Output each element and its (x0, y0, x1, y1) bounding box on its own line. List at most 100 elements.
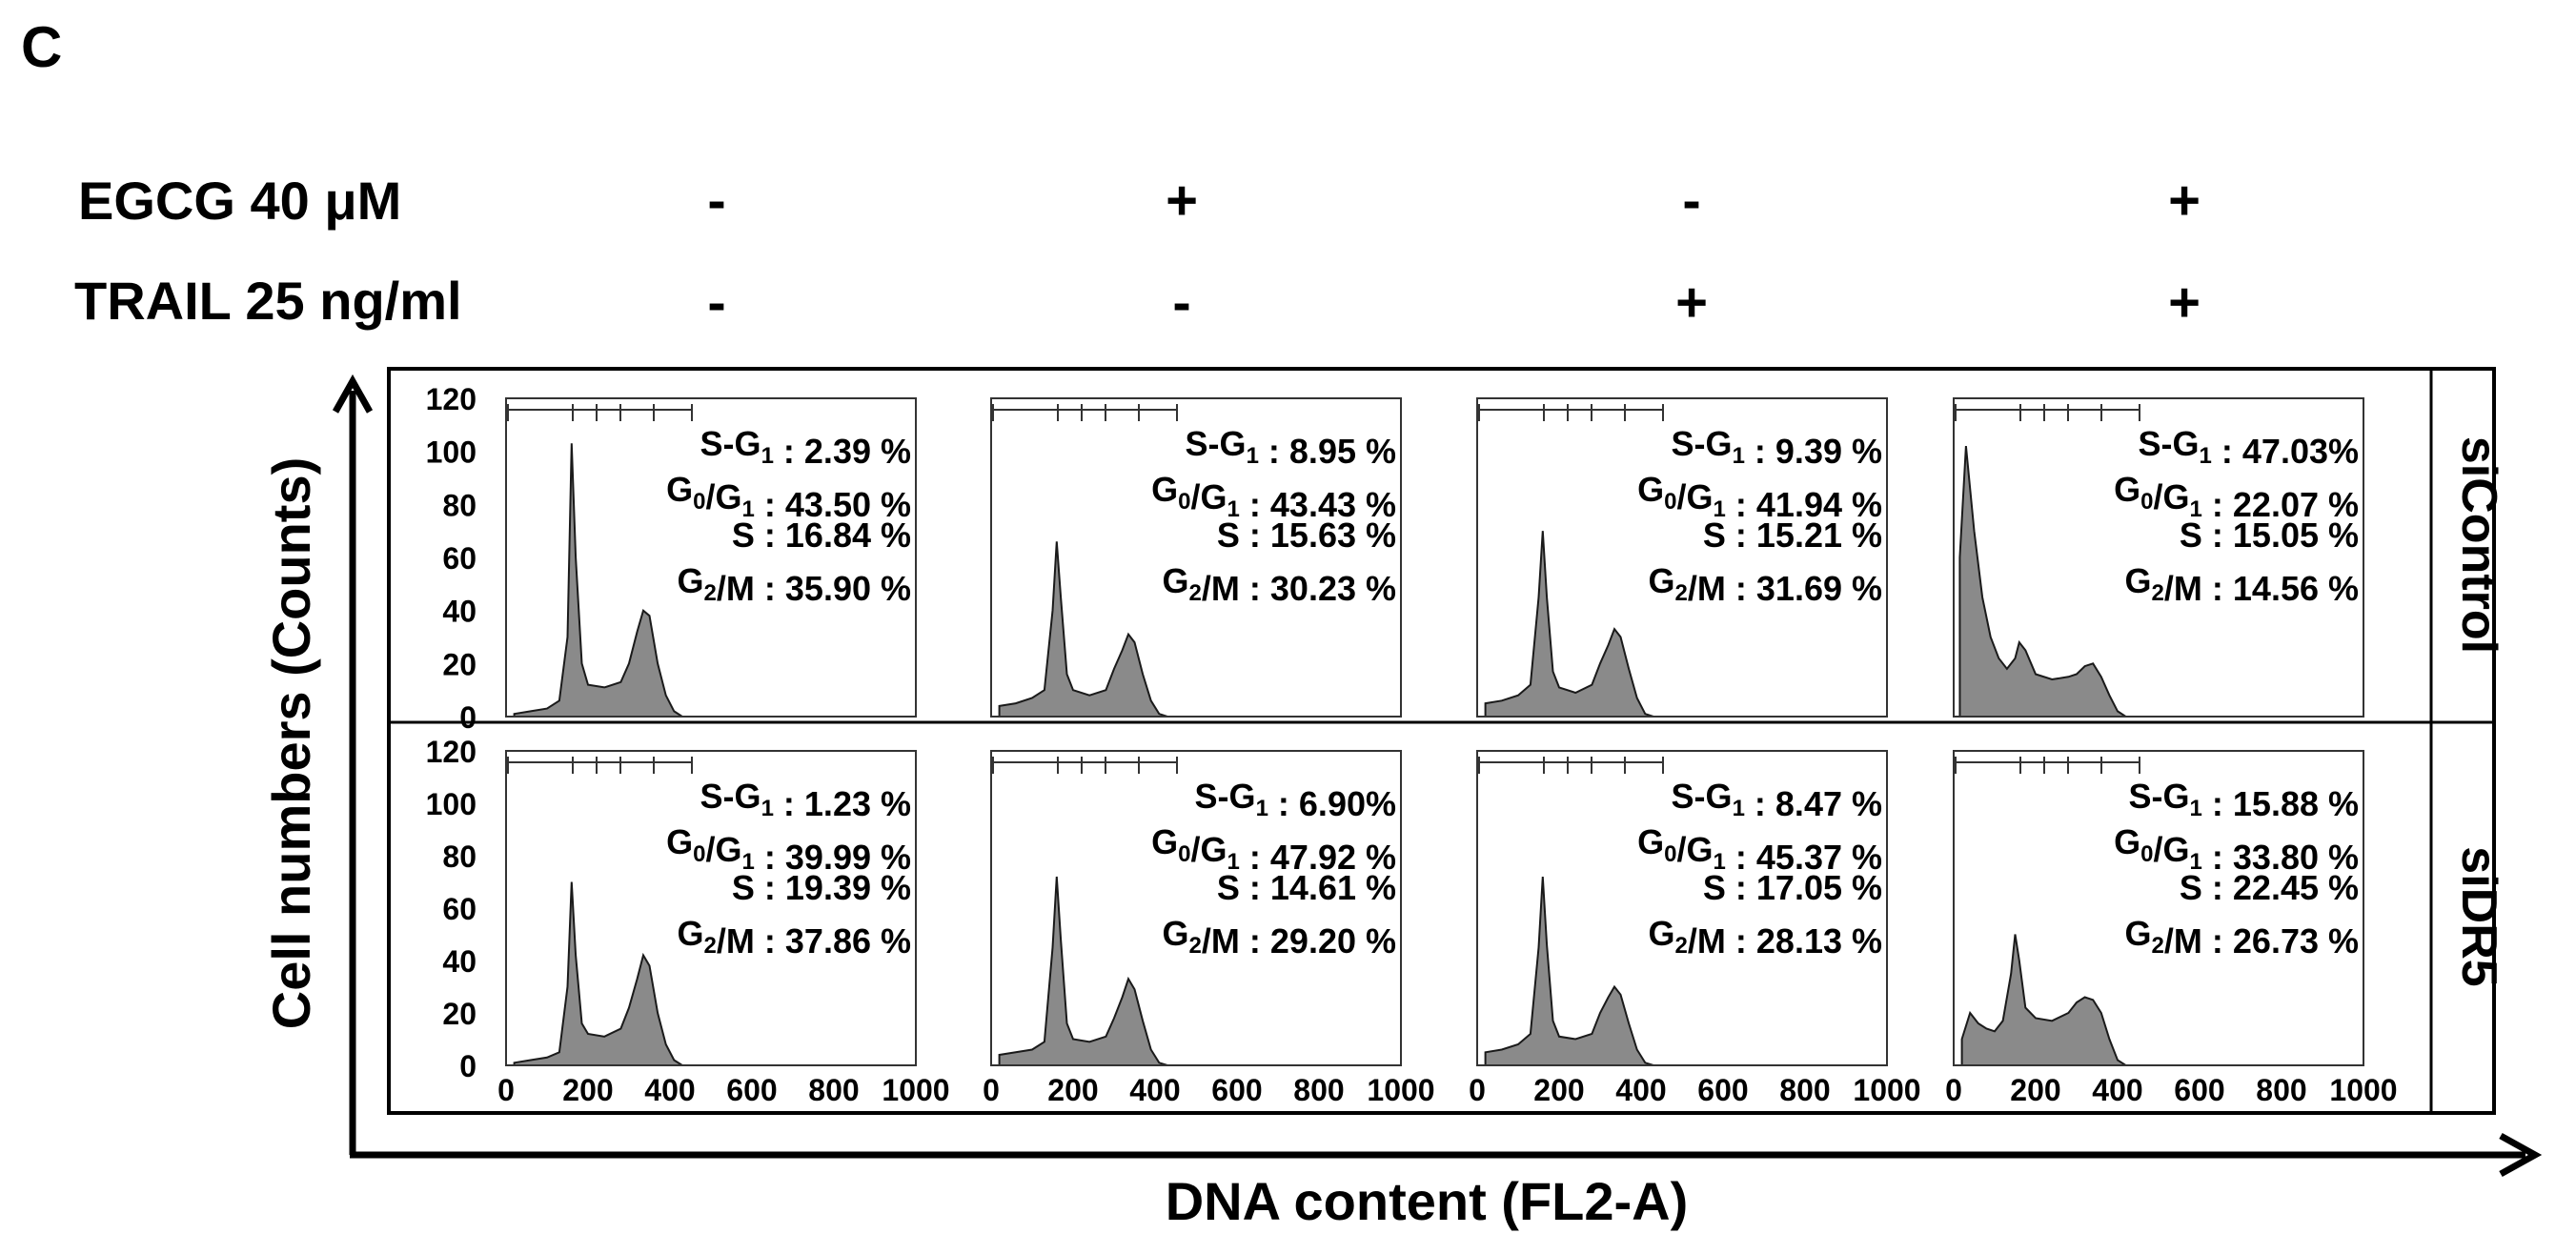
trail-sign: + (1675, 272, 1708, 334)
x-tick-label: 600 (726, 1073, 777, 1107)
phase-stat: S : 16.84 % (732, 516, 911, 555)
x-tick-label: 1000 (1853, 1073, 1920, 1107)
y-tick-label: 0 (459, 700, 477, 735)
histogram-panel: S-G1 : 1.23 %G0/G1 : 39.99 %S : 19.39 % G… (505, 750, 917, 1066)
egcg-sign: - (707, 170, 725, 232)
histogram-plots: S-G1 : 2.39 %G0/G1 : 43.50 %S : 16.84 % G… (505, 397, 2364, 1066)
phase-stat: S-G1 : 15.88 % (2129, 777, 2359, 823)
phase-stat: G0/G1 : 45.37 % (1637, 822, 1882, 877)
x-tick-label: 200 (1533, 1073, 1584, 1107)
y-tick-label: 0 (459, 1049, 477, 1083)
y-tick-label: 80 (442, 839, 477, 874)
y-tick-label: 20 (442, 647, 477, 681)
phase-stat: G0/G1 : 43.43 % (1151, 470, 1396, 524)
histogram-area (998, 876, 1168, 1066)
phase-stat: S : 14.61 % (1217, 868, 1396, 907)
histogram-panel: S-G1 : 9.39 %G0/G1 : 41.94 %S : 15.21 % G… (1476, 397, 1888, 718)
x-tick-label: 600 (1211, 1073, 1262, 1107)
phase-stat: S-G1 : 1.23 % (700, 777, 911, 823)
x-tick-label: 0 (983, 1073, 1000, 1107)
phase-stat: G2/M : 35.90 % (678, 561, 911, 608)
histogram-area (1958, 446, 2129, 718)
histogram-panel: S-G1 : 2.39 %G0/G1 : 43.50 %S : 16.84 % G… (505, 397, 917, 718)
phase-stat: S-G1 : 9.39 % (1672, 424, 1882, 471)
phase-stat: S-G1 : 8.95 % (1186, 424, 1396, 471)
histogram-panel: S-G1 : 47.03%G0/G1 : 22.07 %S : 15.05 % G… (1953, 397, 2364, 718)
egcg-sign: + (1166, 170, 1198, 232)
x-tick-label: 400 (1129, 1073, 1180, 1107)
condition-signs: - + - + - - + + (707, 170, 2201, 334)
phase-stat: G2/M : 14.56 % (2125, 561, 2359, 608)
phase-stat: G2/M : 26.73 % (2125, 914, 2359, 961)
y-tick-label: 20 (442, 997, 477, 1031)
x-tick-label: 800 (1293, 1073, 1344, 1107)
trail-sign: + (2168, 272, 2201, 334)
x-tick-label: 800 (808, 1073, 859, 1107)
x-tick-label: 800 (2256, 1073, 2306, 1107)
x-tick-label: 400 (2092, 1073, 2142, 1107)
panel-frame (387, 367, 2496, 1115)
phase-stat: G2/M : 31.69 % (1649, 561, 1882, 608)
phase-stat: G2/M : 29.20 % (1163, 914, 1396, 961)
histogram-panel: S-G1 : 8.95 %G0/G1 : 43.43 %S : 15.63 % G… (990, 397, 1402, 718)
phase-stat: G0/G1 : 41.94 % (1637, 470, 1882, 524)
y-axis-title: Cell numbers (Counts) (261, 457, 321, 1029)
y-tick-label: 120 (426, 382, 477, 416)
egcg-sign: + (2168, 170, 2201, 232)
y-tick-label: 40 (442, 595, 477, 629)
phase-stat: G2/M : 28.13 % (1649, 914, 1882, 961)
x-tick-label: 400 (644, 1073, 695, 1107)
phase-stat: S : 15.05 % (2180, 516, 2359, 555)
row-label-sidr5: siDR5 (2451, 846, 2506, 986)
phase-stat: S : 15.21 % (1703, 516, 1882, 555)
panel-letter: C (21, 15, 62, 79)
x-tick-label: 800 (1779, 1073, 1830, 1107)
x-axis-arrowhead (2499, 1132, 2543, 1178)
phase-stat: S-G1 : 2.39 % (700, 424, 911, 471)
y-tick-label: 100 (426, 435, 477, 470)
x-tick-label: 1000 (882, 1073, 949, 1107)
x-tick-label: 0 (1469, 1073, 1486, 1107)
phase-stat: G2/M : 37.86 % (678, 914, 911, 961)
phase-stat: G2/M : 30.23 % (1163, 561, 1396, 608)
phase-stat: G0/G1 : 22.07 % (2114, 470, 2359, 524)
x-tick-label: 200 (1047, 1073, 1098, 1107)
phase-stat: G0/G1 : 33.80 % (2114, 822, 2359, 877)
phase-stat: G0/G1 : 43.50 % (666, 470, 911, 524)
x-tick-label: 600 (2174, 1073, 2224, 1107)
x-tick-label: 600 (1697, 1073, 1748, 1107)
trail-label: TRAIL 25 ng/ml (74, 271, 462, 331)
y-tick-label: 60 (442, 541, 477, 576)
phase-stat: S-G1 : 8.47 % (1672, 777, 1882, 823)
x-tick-label: 200 (562, 1073, 613, 1107)
trail-sign: - (1172, 272, 1190, 334)
phase-stat: S : 19.39 % (732, 868, 911, 907)
y-tick-label: 40 (442, 944, 477, 979)
x-tick-label: 1000 (1367, 1073, 1434, 1107)
row-label-sicontrol: siControl (2451, 436, 2506, 654)
egcg-sign: - (1682, 170, 1700, 232)
y-tick-label: 100 (426, 787, 477, 821)
histogram-area (513, 881, 686, 1066)
x-axis-title: DNA content (FL2-A) (1166, 1171, 1689, 1231)
x-tick-label: 0 (1945, 1073, 1962, 1107)
y-axis-arrowhead (332, 374, 374, 414)
phase-stat: S : 22.45 % (2180, 868, 2359, 907)
y-tick-label: 120 (426, 735, 477, 769)
y-tick-label: 80 (442, 488, 477, 522)
x-tick-label: 200 (2010, 1073, 2060, 1107)
phase-stat: S : 15.63 % (1217, 516, 1396, 555)
x-tick-label: 400 (1615, 1073, 1666, 1107)
x-tick-labels: 0 200 400 600 800 1000 0 200 400 600 800 1000 0 200 40… (497, 1073, 2397, 1107)
histogram-panel: S-G1 : 6.90%G0/G1 : 47.92 %S : 14.61 % G2… (990, 750, 1402, 1066)
phase-stat: S-G1 : 6.90% (1195, 777, 1396, 823)
trail-sign: - (707, 272, 725, 334)
histogram-area (513, 443, 686, 718)
histogram-area (1960, 934, 2130, 1066)
histogram-area (1484, 876, 1654, 1066)
histogram-area (998, 541, 1168, 718)
y-tick-label: 60 (442, 892, 477, 926)
egcg-label: EGCG 40 μM (78, 171, 401, 231)
